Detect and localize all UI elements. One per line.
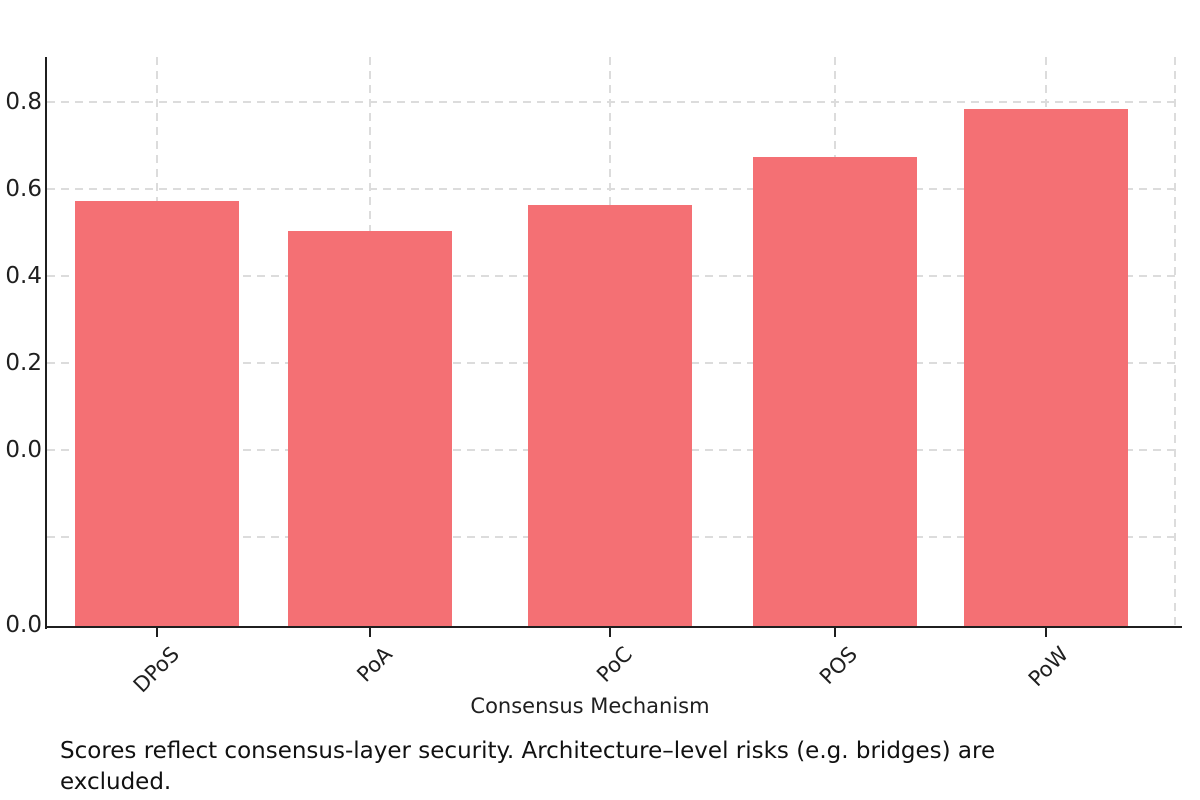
bar-DPoS — [75, 201, 239, 627]
x-axis-spine — [45, 626, 1182, 628]
x-tick-label-PoW: PoW — [1023, 642, 1073, 692]
x-axis-title: Consensus Mechanism — [470, 694, 710, 718]
horizontal-gridline — [47, 188, 1180, 190]
horizontal-gridline — [47, 101, 1180, 103]
x-tick-mark — [834, 628, 836, 637]
y-tick-label: 0.0 — [5, 437, 42, 463]
x-tick-label-PoA: PoA — [352, 642, 397, 687]
y-tick-label: 0.2 — [5, 350, 42, 376]
y-tick-label: 0.8 — [5, 89, 42, 115]
x-tick-label-POS: POS — [814, 642, 862, 690]
x-tick-label-PoC: PoC — [592, 642, 637, 687]
bar-POS — [753, 157, 917, 627]
y-tick-label: 0.6 — [5, 176, 42, 202]
caption-line-1: Scores reflect consensus-layer security.… — [60, 738, 996, 764]
x-tick-mark — [609, 628, 611, 637]
x-tick-mark — [1045, 628, 1047, 637]
chart-caption: Scores reflect consensus-layer security.… — [60, 736, 1180, 798]
bar-PoC — [528, 205, 692, 627]
bar-PoA — [288, 231, 452, 627]
y-tick-label-baseline: 0.0 — [5, 612, 42, 638]
x-tick-mark — [369, 628, 371, 637]
bar-PoW — [964, 109, 1128, 627]
vertical-gridline — [1174, 57, 1176, 627]
y-axis-spine — [45, 57, 47, 629]
x-tick-mark — [156, 628, 158, 637]
x-tick-label-DPoS: DPoS — [128, 642, 184, 698]
y-tick-label: 0.4 — [5, 263, 42, 289]
caption-line-2: excluded. — [60, 769, 172, 795]
